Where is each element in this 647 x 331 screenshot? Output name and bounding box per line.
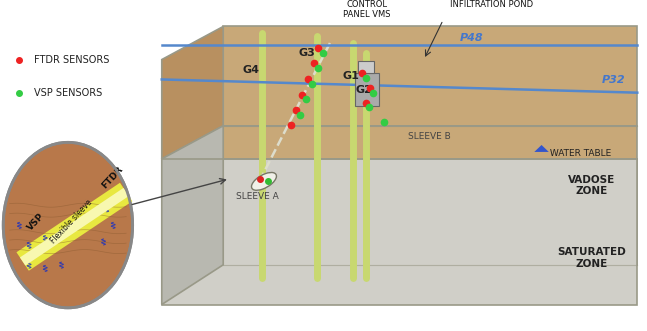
Text: WATER TABLE: WATER TABLE	[547, 149, 611, 159]
Text: G2: G2	[356, 85, 373, 95]
Text: SLEEVE B: SLEEVE B	[408, 132, 450, 141]
Bar	[355, 73, 379, 106]
Text: G3: G3	[299, 48, 316, 58]
Text: FTDR: FTDR	[100, 165, 125, 191]
Polygon shape	[162, 159, 637, 305]
Text: FTDR SENSORS: FTDR SENSORS	[34, 55, 109, 65]
Polygon shape	[162, 126, 223, 305]
Text: VADOSE
ZONE: VADOSE ZONE	[568, 174, 616, 196]
Polygon shape	[223, 26, 637, 126]
Text: P48: P48	[459, 33, 483, 43]
Text: P32: P32	[602, 75, 626, 85]
Bar	[358, 61, 374, 73]
Text: G1: G1	[343, 71, 360, 81]
Text: INFILTRATION POND: INFILTRATION POND	[450, 0, 533, 9]
Text: Flexible sleeve: Flexible sleeve	[49, 198, 94, 245]
Text: SATURATED
ZONE: SATURATED ZONE	[558, 247, 626, 269]
Text: G4: G4	[243, 65, 259, 75]
Text: VSP SENSORS: VSP SENSORS	[34, 88, 102, 98]
Ellipse shape	[252, 172, 276, 190]
Ellipse shape	[3, 142, 133, 308]
Polygon shape	[223, 126, 637, 265]
Text: SLEEVE A: SLEEVE A	[236, 192, 279, 201]
Polygon shape	[534, 145, 549, 152]
Polygon shape	[162, 26, 223, 159]
Text: CONTROL
PANEL VMS: CONTROL PANEL VMS	[343, 0, 391, 20]
Text: VSP: VSP	[26, 211, 46, 232]
